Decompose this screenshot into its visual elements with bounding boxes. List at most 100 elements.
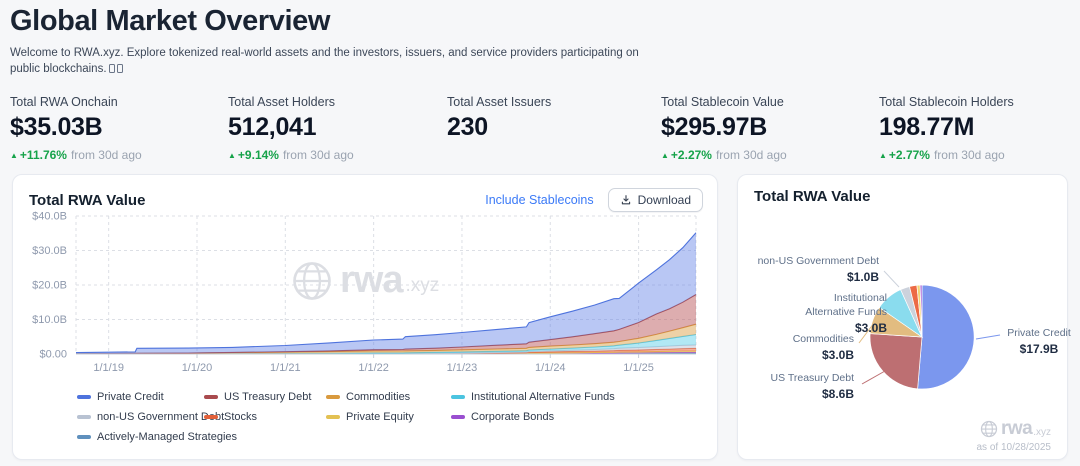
stat-total-asset-holders: Total Asset Holders 512,041 ▲ +9.14% from … <box>228 95 354 162</box>
stat-label: Total Asset Holders <box>228 95 335 109</box>
globe-icon <box>293 261 331 300</box>
stat-total-stablecoin-value: Total Stablecoin Value $295.97B ▲ +2.27% f… <box>661 95 787 162</box>
legend-item-us-treasury-debt[interactable]: US Treasury Debt <box>204 391 326 403</box>
callout-name: Institutional <box>833 292 887 304</box>
legend-label: Institutional Alternative Funds <box>471 391 615 403</box>
download-icon <box>621 195 630 205</box>
delta-up-icon: ▲ <box>228 151 236 160</box>
stat-value: 512,041 <box>228 113 317 141</box>
legend-swatch <box>77 395 91 399</box>
legend-item-private-credit[interactable]: Private Credit <box>77 391 204 403</box>
svg-text:1/1/22: 1/1/22 <box>358 362 389 374</box>
callout-value: $3.0B <box>854 321 887 336</box>
callout-value: $1.0B <box>846 270 879 285</box>
stat-delta-suffix: from 30d ago <box>715 148 787 162</box>
stat-delta-suffix: from 30d ago <box>933 148 1005 162</box>
chart-legend: Private Credit US Treasury Debt Commoditie… <box>77 391 615 443</box>
pie-connector-line <box>858 322 875 344</box>
rwa-area-chart: $0.00 $10.0B $20.0B $30.0B $40.0B 1/1/19 1/1/2… <box>32 211 697 374</box>
legend-item-private-equity[interactable]: Private Equity <box>326 411 451 423</box>
callout-value: $17.9B <box>1019 342 1059 357</box>
callout-name: non-US Government Debt <box>757 255 879 267</box>
pie-callout-institutional-alternative-funds: Institutional Alternative Funds $3.0B <box>805 291 887 337</box>
missing-glyph-icon <box>108 64 115 74</box>
pie-watermark: rwa .xyz as of 10/28/2025 <box>976 418 1051 453</box>
legend-item-non-us-government-debt[interactable]: non-US Government Debt <box>77 411 224 423</box>
legend-swatch <box>77 435 91 439</box>
legend-swatch <box>204 415 218 419</box>
pie-slice <box>919 284 923 338</box>
pie-callout-commodities: Commodities $3.0B <box>793 332 854 363</box>
legend-item-commodities[interactable]: Commodities <box>326 391 451 403</box>
stat-value: $295.97B <box>661 113 768 141</box>
missing-glyph-icon <box>116 64 123 74</box>
stat-delta: ▲ +2.77% from 30d ago <box>879 148 1005 162</box>
stat-label: Total Stablecoin Holders <box>879 95 1014 109</box>
watermark-domain: .xyz <box>405 275 440 296</box>
legend-label: Actively-Managed Strategies <box>97 431 238 443</box>
svg-text:1/1/19: 1/1/19 <box>93 362 124 374</box>
callout-value: $3.0B <box>821 348 854 363</box>
svg-text:$20.0B: $20.0B <box>32 280 67 292</box>
legend-label: non-US Government Debt <box>97 411 225 423</box>
pie-connector-line <box>861 370 886 385</box>
subtitle-line-1: Welcome to RWA.xyz. Explore tokenized re… <box>10 47 639 59</box>
stat-delta: ▲ +11.76% from 30d ago <box>10 148 142 162</box>
watermark-brand: rwa <box>340 259 403 301</box>
include-stablecoins-link[interactable]: Include Stablecoins <box>485 193 594 207</box>
legend-item-institutional-alternative-funds[interactable]: Institutional Alternative Funds <box>451 391 615 403</box>
svg-text:$10.0B: $10.0B <box>32 314 67 326</box>
legend-label: US Treasury Debt <box>224 391 312 403</box>
svg-text:1/1/25: 1/1/25 <box>623 362 654 374</box>
legend-item-actively-managed-strategies[interactable]: Actively-Managed Strategies <box>77 431 237 443</box>
as-of-date: as of 10/28/2025 <box>976 442 1051 453</box>
globe-icon <box>980 420 998 438</box>
stat-total-rwa-onchain: Total RWA Onchain $35.03B ▲ +11.76% from 3… <box>10 95 142 162</box>
card-title: Total RWA Value <box>29 191 146 209</box>
svg-text:1/1/24: 1/1/24 <box>535 362 566 374</box>
stat-total-asset-issuers: Total Asset Issuers 230 <box>447 95 551 142</box>
rwa-pie-chart <box>858 270 1001 390</box>
pie-connector-line <box>889 302 904 323</box>
legend-swatch <box>77 415 91 419</box>
callout-value: $8.6B <box>821 387 854 402</box>
stat-value: $35.03B <box>10 113 103 141</box>
pie-callout-us-treasury-debt: US Treasury Debt $8.6B <box>771 371 854 402</box>
stat-delta-suffix: from 30d ago <box>70 148 142 162</box>
page-subtitle: Welcome to RWA.xyz. Explore tokenized re… <box>10 45 639 78</box>
page-title: Global Market Overview <box>10 5 330 37</box>
stat-label: Total RWA Onchain <box>10 95 118 109</box>
chart-watermark: rwa .xyz <box>291 259 439 302</box>
legend-label: Private Equity <box>346 411 414 423</box>
delta-up-icon: ▲ <box>661 151 669 160</box>
legend-swatch <box>326 415 340 419</box>
pie-slice <box>869 333 923 390</box>
rwa-value-pie-card: Total RWA Value non-US Government Debt $… <box>737 174 1071 460</box>
watermark-domain: .xyz <box>1033 427 1051 438</box>
legend-label: Commodities <box>346 391 411 403</box>
callout-name: Commodities <box>792 333 854 345</box>
stat-total-stablecoin-holders: Total Stablecoin Holders 198.77M ▲ +2.77%… <box>879 95 1014 162</box>
pie-callout-private-credit: Private Credit $17.9B <box>1004 326 1074 357</box>
download-label: Download <box>637 193 691 207</box>
svg-text:1/1/23: 1/1/23 <box>447 362 478 374</box>
legend-label: Stocks <box>224 411 258 423</box>
watermark-brand: rwa <box>1000 418 1033 439</box>
stat-delta: ▲ +9.14% from 30d ago <box>228 148 354 162</box>
stat-delta: ▲ +2.27% from 30d ago <box>661 148 787 162</box>
svg-text:$0.00: $0.00 <box>39 349 67 361</box>
svg-text:$30.0B: $30.0B <box>32 245 67 257</box>
rwa-value-chart-card: Total RWA Value Include Stablecoins Down… <box>12 174 718 460</box>
legend-item-stocks[interactable]: Stocks <box>204 411 326 423</box>
legend-swatch <box>451 415 465 419</box>
stat-label: Total Stablecoin Value <box>661 95 784 109</box>
callout-name: Alternative Funds <box>805 306 887 319</box>
legend-swatch <box>204 395 218 399</box>
legend-item-corporate-bonds[interactable]: Corporate Bonds <box>451 411 615 423</box>
pie-callout-non-us-government-debt: non-US Government Debt $1.0B <box>758 254 879 285</box>
pie-connector-line <box>883 270 900 288</box>
legend-label: Private Credit <box>97 391 164 403</box>
download-button[interactable]: Download <box>607 188 703 212</box>
stat-delta-suffix: from 30d ago <box>282 148 354 162</box>
